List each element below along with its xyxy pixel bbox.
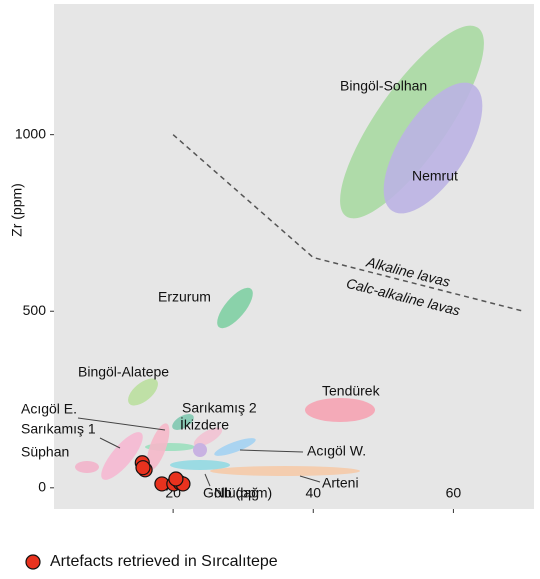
field-label: Tendürek bbox=[322, 383, 381, 399]
leader-line bbox=[204, 473, 211, 487]
leader-line bbox=[77, 417, 166, 431]
y-axis-label: Zr (ppm) bbox=[9, 183, 25, 237]
leader-line bbox=[239, 449, 304, 453]
leader-line bbox=[99, 437, 121, 449]
field-label: Bingöl-Solhan bbox=[340, 78, 427, 94]
data-point bbox=[135, 460, 151, 476]
y-tick-label: 500 bbox=[23, 302, 47, 318]
field-label: Nemrut bbox=[412, 168, 458, 184]
y-tick-label: 0 bbox=[38, 479, 46, 495]
field bbox=[193, 427, 223, 447]
field bbox=[172, 414, 194, 430]
field bbox=[217, 287, 253, 329]
field bbox=[305, 398, 375, 422]
field-label: Acıgöl E. bbox=[21, 401, 77, 417]
field bbox=[128, 378, 158, 406]
leader-line bbox=[299, 475, 321, 483]
field bbox=[75, 461, 99, 473]
field-label: Süphan bbox=[21, 444, 69, 460]
field-label: Göllüdağ bbox=[203, 485, 259, 501]
field bbox=[214, 438, 256, 456]
field-label: Acıgöl W. bbox=[307, 443, 366, 459]
x-tick-label: 40 bbox=[305, 485, 321, 501]
field-label: Arteni bbox=[322, 475, 359, 491]
field bbox=[383, 82, 483, 214]
data-point bbox=[168, 471, 184, 487]
field-label: Bingöl-Alatepe bbox=[78, 364, 169, 380]
field bbox=[146, 423, 170, 471]
field-label: Erzurum bbox=[158, 289, 211, 305]
x-tick-label: 60 bbox=[446, 485, 462, 501]
field bbox=[193, 443, 207, 457]
field bbox=[170, 460, 230, 470]
legend-marker bbox=[25, 554, 41, 570]
field bbox=[101, 432, 143, 480]
field bbox=[210, 466, 360, 476]
y-tick-label: 1000 bbox=[15, 125, 46, 141]
legend-label: Artefacts retrieved in Sırcalıtepe bbox=[50, 553, 278, 570]
x-axis-label: Nb (ppm) bbox=[214, 485, 272, 501]
field-label: Sarıkamış 1 bbox=[21, 421, 96, 437]
field-label: Sarıkamış 2 bbox=[182, 400, 257, 416]
field-label: İkizdere bbox=[180, 416, 229, 433]
